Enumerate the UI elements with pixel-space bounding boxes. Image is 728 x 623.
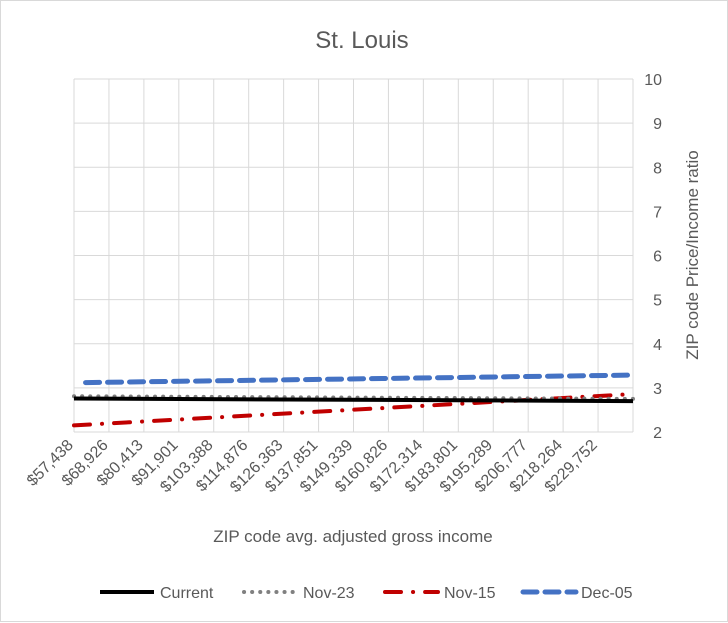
y-tick-label: 10 (644, 72, 662, 89)
y-tick-label: 3 (653, 381, 662, 398)
y-tick-label: 9 (653, 116, 662, 133)
series-line-nov-15 (72, 392, 635, 428)
legend-label: Current (160, 585, 214, 602)
gridlines (73, 78, 634, 433)
legend-label: Nov-15 (444, 585, 496, 602)
legend-item: Dec-05 (520, 585, 633, 602)
y-tick-label: 8 (653, 160, 662, 177)
y-tick-label: 2 (653, 425, 662, 442)
legend-label: Dec-05 (581, 585, 633, 602)
y-tick-label: 4 (653, 337, 662, 354)
y-axis-label: ZIP code Price/Income ratio (683, 150, 702, 359)
series-lines (72, 372, 636, 428)
x-axis-tick-labels: $57,438$68,926$80,413$91,901$103,388$114… (24, 437, 601, 496)
legend-item: Nov-15 (383, 585, 496, 602)
y-tick-label: 7 (653, 204, 662, 221)
legend: Current Nov-23 Nov-15 Dec-05 (100, 585, 633, 602)
legend-label: Nov-23 (303, 585, 355, 602)
y-tick-label: 6 (653, 249, 662, 266)
legend-item: Nov-23 (242, 585, 355, 602)
series-line-current (73, 396, 634, 404)
x-axis-label: ZIP code avg. adjusted gross income (213, 527, 492, 546)
y-tick-label: 5 (653, 293, 662, 310)
legend-item: Current (100, 585, 214, 602)
chart-title: St. Louis (315, 27, 408, 54)
y-axis-tick-labels: 2 3 4 5 6 7 8 9 10 (644, 72, 662, 442)
series-line-dec-05 (83, 372, 636, 386)
